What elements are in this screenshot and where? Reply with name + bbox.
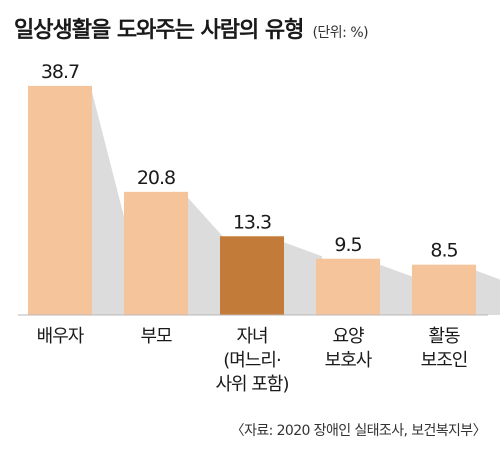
bar-요양보호사 (316, 258, 380, 315)
category-label-활동보조인-line-1: 활동 (428, 326, 460, 347)
bar-활동보조인 (412, 264, 476, 315)
bar-부모 (124, 191, 188, 315)
value-label-배우자: 38.7 (41, 61, 79, 83)
value-label-자녀며느리사위포함: 13.3 (233, 211, 271, 233)
category-label-자녀며느리사위포함-line-2: (며느리· (223, 350, 280, 371)
bar-shadow-1 (92, 91, 130, 316)
category-label-배우자: 배우자 (37, 326, 85, 347)
category-label-활동보조인-line-2: 보조인 (421, 350, 468, 371)
category-label-자녀며느리사위포함-line-3: 사위 포함) (216, 374, 289, 395)
bar-shadow-2 (188, 197, 226, 315)
bar-shadow-3 (284, 242, 322, 315)
source-note: 〈자료: 2020 장애인 실태조사, 보건복지부〉 (230, 423, 487, 439)
bar-배우자 (28, 85, 92, 315)
bar-shadow-5 (476, 270, 500, 315)
chart-unit-label: (단위: %) (312, 25, 369, 41)
bar-shadow-4 (380, 264, 418, 315)
category-label-요양보호사-line-2: 보호사 (325, 350, 373, 371)
title-row: 일상생활을 도와주는 사람의 유형 (단위: %) (14, 12, 369, 44)
value-label-요양보호사: 9.5 (334, 234, 361, 256)
value-label-부모: 20.8 (137, 167, 175, 189)
category-label-자녀며느리사위포함-line-1: 자녀 (236, 326, 267, 347)
category-label-요양보호사-line-1: 요양 (332, 326, 364, 347)
bar-자녀며느리사위포함 (220, 236, 284, 315)
value-label-활동보조인: 8.5 (430, 240, 457, 262)
category-label-부모: 부모 (140, 326, 172, 347)
chart-title: 일상생활을 도와주는 사람의 유형 (14, 18, 304, 43)
